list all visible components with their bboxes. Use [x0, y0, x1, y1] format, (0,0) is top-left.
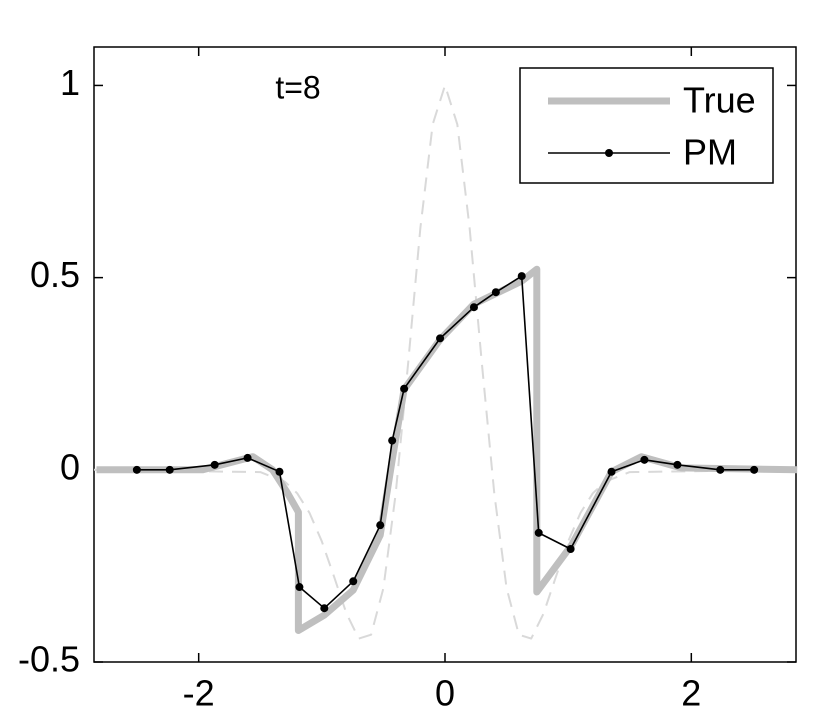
x-tick-label: -2 [183, 673, 215, 714]
legend-marker [605, 149, 613, 157]
point-marker [400, 384, 409, 393]
point-marker [210, 460, 219, 469]
point-marker [491, 288, 500, 297]
point-marker [275, 467, 284, 476]
y-tick-label: 0 [60, 446, 80, 487]
x-tick-label: 0 [435, 673, 455, 714]
point-marker [640, 455, 649, 464]
y-tick-label: 0.5 [30, 254, 80, 295]
point-marker [469, 303, 478, 312]
point-marker [320, 604, 329, 613]
series-line [96, 265, 798, 634]
series-line [93, 84, 797, 640]
point-marker [716, 465, 725, 474]
point-marker [388, 436, 397, 445]
point-marker [750, 465, 759, 474]
legend-label: True [683, 80, 756, 121]
point-marker [295, 583, 304, 592]
legend-label: PM [683, 132, 737, 173]
y-tick-label: 1 [60, 62, 80, 103]
point-marker [436, 334, 445, 343]
legend-box [519, 67, 774, 184]
point-marker [534, 528, 543, 537]
point-marker [132, 465, 141, 474]
point-marker [376, 521, 385, 530]
point-marker [566, 544, 575, 553]
point-marker [349, 577, 358, 586]
point-marker [673, 460, 682, 469]
x-tick-label: 2 [681, 673, 701, 714]
y-tick-label: -0.5 [18, 639, 80, 680]
series-line [136, 275, 755, 609]
point-marker [607, 467, 616, 476]
point-marker [243, 453, 252, 462]
annotation: t=8 [275, 69, 320, 105]
point-marker [165, 465, 174, 474]
point-marker [517, 272, 526, 281]
